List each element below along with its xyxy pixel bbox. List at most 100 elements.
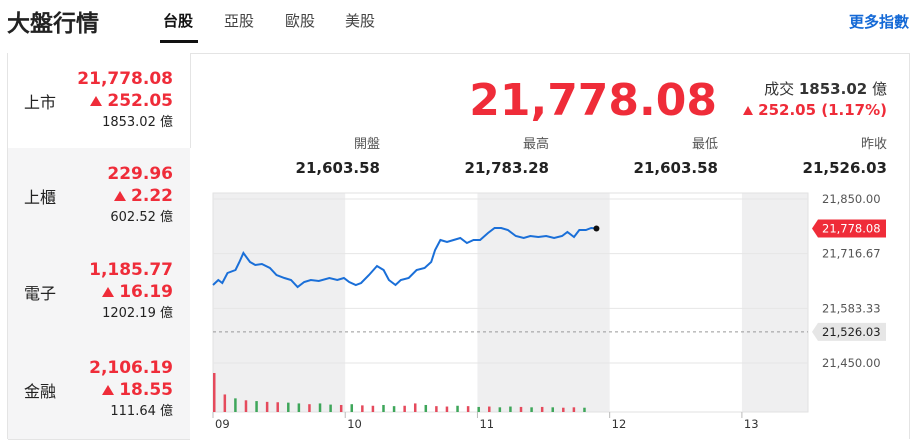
last-point xyxy=(593,225,600,232)
x-tick-label: 10 xyxy=(347,417,362,431)
volume-bar xyxy=(318,403,322,412)
page-title: 大盤行情 xyxy=(7,11,99,37)
session-band xyxy=(741,193,808,412)
market-values: 1,185.77 16.19 1202.19 億 xyxy=(89,259,173,325)
volume-bar xyxy=(361,405,364,412)
turnover-unit: 億 xyxy=(871,80,887,98)
market-name: 上市 xyxy=(24,92,57,112)
volume-bar xyxy=(466,406,470,412)
stat-label: 最高 xyxy=(522,137,549,152)
market-volume: 1202.19 億 xyxy=(102,306,173,321)
market-change: 16.19 xyxy=(89,281,173,303)
stat: 最高 21,783.28 xyxy=(399,135,549,181)
session-band xyxy=(213,193,346,412)
stat: 昨收 21,526.03 xyxy=(737,135,887,181)
market-name: 金融 xyxy=(24,381,57,401)
volume-bar xyxy=(435,406,438,412)
market-price: 229.96 xyxy=(107,164,173,184)
market-values: 21,778.08 252.05 1853.02 億 xyxy=(77,68,173,134)
volume-bar xyxy=(392,406,396,412)
stat-value: 21,603.58 xyxy=(633,159,718,177)
volume-bar xyxy=(488,406,491,412)
x-tick-label: 11 xyxy=(479,417,494,431)
tab-underline xyxy=(160,40,198,43)
divider xyxy=(190,53,191,148)
stat: 開盤 21,603.58 xyxy=(230,135,380,181)
market-values: 229.96 2.22 602.52 億 xyxy=(107,163,173,229)
market-change: 18.55 xyxy=(89,379,173,401)
up-arrow xyxy=(90,95,103,106)
volume-bar xyxy=(223,394,227,412)
volume-bar xyxy=(509,406,512,412)
market-volume: 111.64 億 xyxy=(110,403,173,419)
stat-label: 開盤 xyxy=(353,137,380,152)
market-row[interactable]: 上櫃 229.96 2.22 602.52 億 xyxy=(8,148,190,245)
x-tick-label: 09 xyxy=(215,417,230,431)
y-tick-label: 21,450.00 xyxy=(822,356,881,370)
x-tick-label: 12 xyxy=(612,417,627,431)
up-arrow xyxy=(102,287,115,297)
volume-bar xyxy=(477,406,480,412)
volume-bar xyxy=(255,401,258,412)
more-link[interactable]: 更多指數 xyxy=(848,13,909,31)
volume-bar xyxy=(562,407,565,412)
market-change-value: 18.55 xyxy=(119,379,173,400)
turnover-label: 成交 xyxy=(764,80,795,98)
turnover: 成交 1853.02 億 xyxy=(764,78,887,99)
tab[interactable]: 台股 xyxy=(163,12,194,30)
volume-bar xyxy=(540,406,544,412)
panel xyxy=(7,53,910,439)
price-line xyxy=(212,226,597,289)
volume-bar xyxy=(244,400,248,412)
prev-close-tag xyxy=(812,322,886,341)
market-change-value: 2.22 xyxy=(131,186,173,206)
last-price-label: 21,778.08 xyxy=(822,221,881,235)
market-price: 1,185.77 xyxy=(89,260,173,280)
volume-bar xyxy=(445,406,449,412)
tab[interactable]: 美股 xyxy=(345,12,376,30)
market-price: 2,106.19 xyxy=(89,357,173,378)
market-volume: 602.52 億 xyxy=(110,210,173,225)
y-tick-label: 21,850.00 xyxy=(822,192,881,206)
volume-bar xyxy=(498,407,502,412)
stat-label: 最低 xyxy=(691,137,718,152)
turnover-value: 1853.02 xyxy=(798,80,868,98)
market-change: 252.05 xyxy=(77,90,173,112)
stat-value: 21,526.03 xyxy=(802,159,887,177)
volume-bar xyxy=(329,404,332,412)
last-price-tag xyxy=(812,219,886,238)
market-row[interactable]: 電子 1,185.77 16.19 1202.19 億 xyxy=(8,244,190,341)
up-arrow xyxy=(114,191,127,201)
volume-bar xyxy=(519,406,523,412)
volume-bar xyxy=(265,401,269,412)
volume-bar xyxy=(583,407,586,412)
volume-bar xyxy=(297,403,301,412)
market-volume: 1853.02 億 xyxy=(102,114,173,130)
main-change: 252.05 (1.17%) xyxy=(743,101,887,119)
market-row[interactable]: 上市 21,778.08 252.05 1853.02 億 xyxy=(8,53,190,149)
market-name: 電子 xyxy=(24,284,57,303)
y-tick-label: 21,583.33 xyxy=(822,301,881,315)
x-tick-label: 13 xyxy=(744,417,759,431)
tab[interactable]: 歐股 xyxy=(285,12,316,30)
volume-bar xyxy=(276,402,279,412)
main-change-value: 252.05 (1.17%) xyxy=(758,101,887,119)
tab[interactable]: 亞股 xyxy=(224,12,255,30)
market-values: 2,106.19 18.55 111.64 億 xyxy=(89,357,173,423)
volume-bar xyxy=(456,405,459,412)
market-row[interactable]: 金融 2,106.19 18.55 111.64 億 xyxy=(8,340,190,440)
volume-bar xyxy=(572,407,576,412)
stat-value: 21,783.28 xyxy=(464,159,549,177)
y-tick-label: 21,716.67 xyxy=(822,247,881,261)
market-change-value: 16.19 xyxy=(119,282,173,302)
main-price: 21,778.08 xyxy=(469,75,717,126)
volume-bar xyxy=(424,404,428,412)
volume-bar xyxy=(530,407,533,412)
volume-bar xyxy=(382,404,385,412)
volume-bar xyxy=(371,405,375,412)
up-arrow xyxy=(102,384,115,395)
volume-bar xyxy=(551,407,554,412)
volume-bar xyxy=(339,404,343,412)
